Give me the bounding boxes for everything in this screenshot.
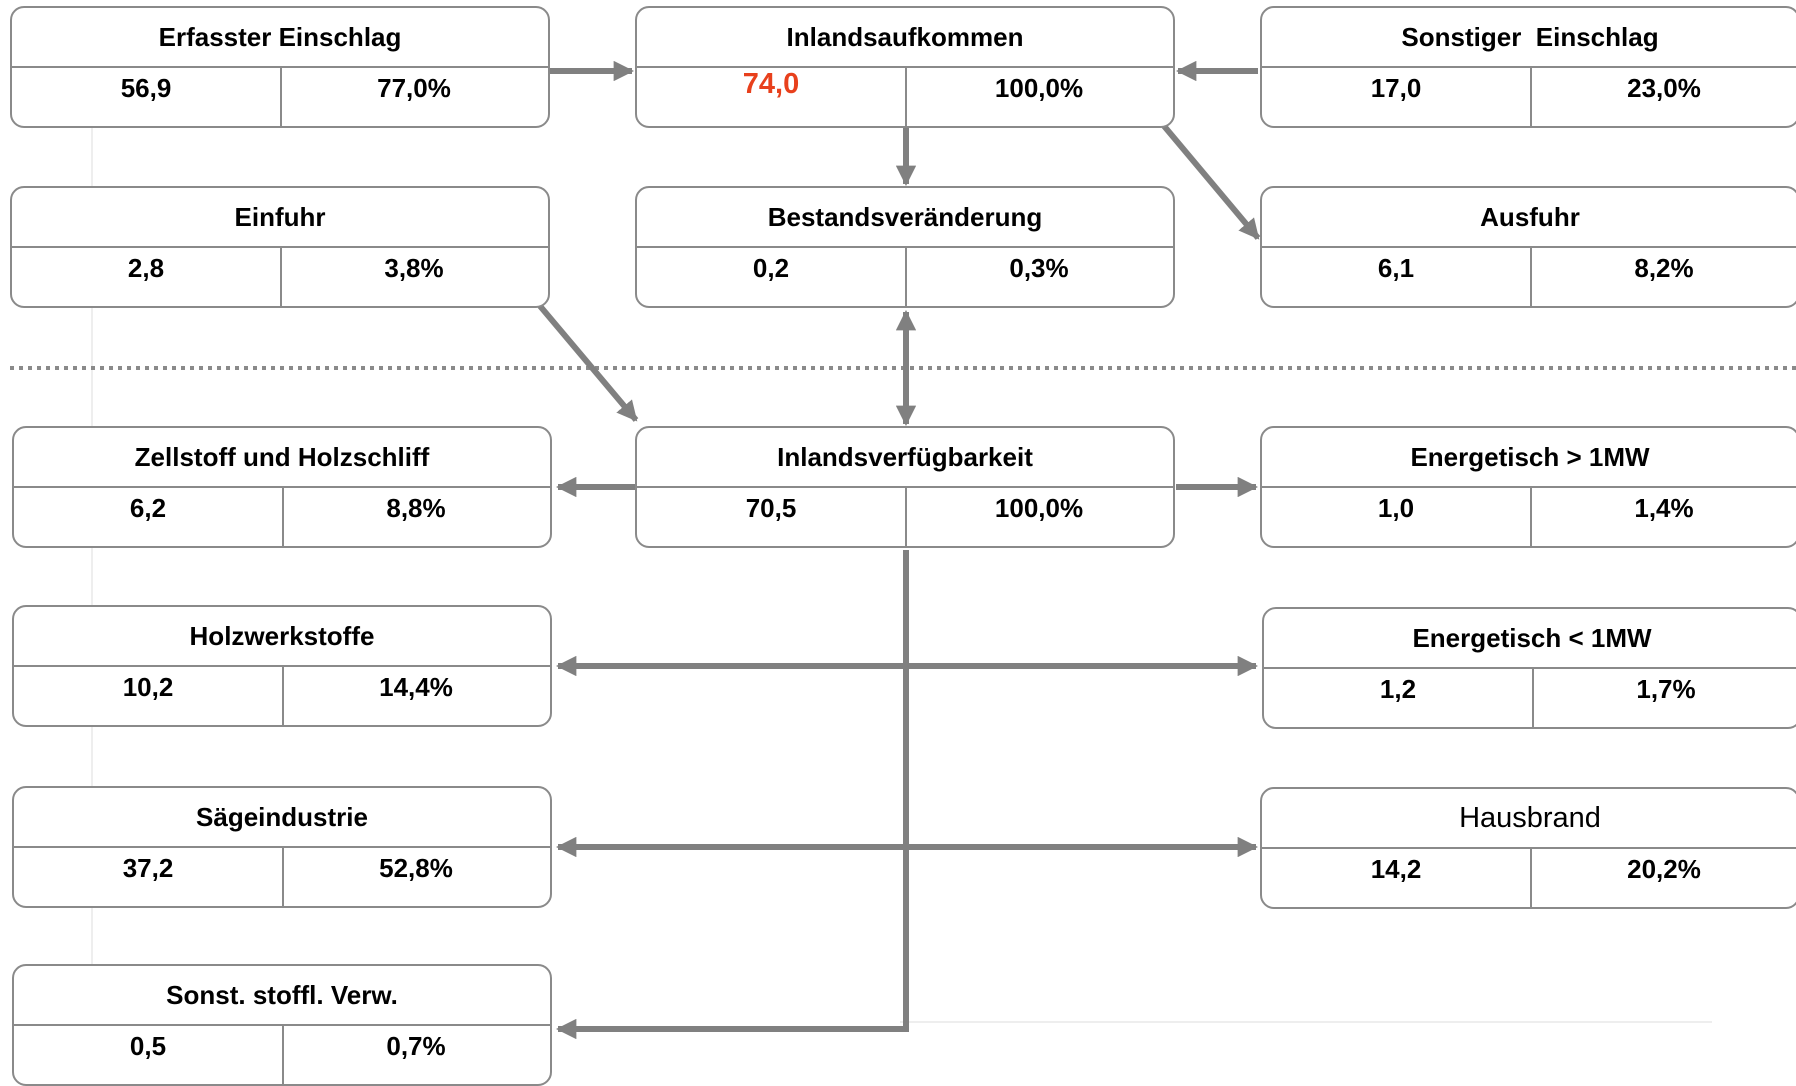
box-title: Bestandsveränderung: [767, 201, 1043, 232]
box-percent: 1,4%: [1634, 492, 1694, 523]
box-value-highlighted: 74,0: [742, 67, 800, 100]
box-percent: 14,4%: [379, 671, 453, 702]
box-value: 2,8: [127, 252, 165, 283]
box-sonst-stoffl-verw: Sonst. stoffl. Verw. 0,5 0,7%: [12, 964, 552, 1086]
box-percent: 0,7%: [386, 1030, 446, 1061]
box-title: Inlandsverfügbarkeit: [777, 441, 1033, 472]
box-holzwerkstoffe: Holzwerkstoffe 10,2 14,4%: [12, 605, 552, 727]
box-hausbrand: Hausbrand 14,2 20,2%: [1260, 787, 1796, 909]
box-percent: 3,8%: [384, 252, 444, 283]
box-percent: 0,3%: [1009, 252, 1069, 283]
box-title: Holzwerkstoffe: [189, 620, 375, 651]
box-title: Hausbrand: [1459, 801, 1601, 834]
box-percent: 100,0%: [994, 72, 1084, 103]
box-value: 0,2: [752, 252, 790, 283]
box-bestandsveraenderung: Bestandsveränderung 0,2 0,3%: [635, 186, 1175, 308]
box-value: 10,2: [122, 671, 174, 702]
box-percent: 100,0%: [994, 492, 1084, 523]
box-energetisch-lt-1mw: Energetisch < 1MW 1,2 1,7%: [1262, 607, 1796, 729]
box-value: 0,5: [129, 1030, 167, 1061]
box-percent: 23,0%: [1627, 72, 1701, 103]
box-title: Zellstoff und Holzschliff: [134, 441, 430, 472]
box-energetisch-gt-1mw: Energetisch > 1MW 1,0 1,4%: [1260, 426, 1796, 548]
box-erfasster-einschlag: Erfasster Einschlag 56,9 77,0%: [10, 6, 550, 128]
box-title: Einfuhr: [234, 201, 326, 232]
box-einfuhr: Einfuhr 2,8 3,8%: [10, 186, 550, 308]
box-title: Sonstiger Einschlag: [1401, 21, 1659, 52]
box-value: 1,0: [1377, 492, 1415, 523]
box-value: 70,5: [745, 492, 797, 523]
box-value: 1,2: [1379, 673, 1417, 704]
box-percent: 8,8%: [386, 492, 446, 523]
box-title: Sägeindustrie: [196, 801, 368, 832]
box-title: Energetisch < 1MW: [1412, 622, 1652, 653]
box-value: 14,2: [1370, 853, 1422, 884]
box-value: 17,0: [1370, 72, 1422, 103]
arrow-inlandsaufkommen-to-ausfuhr: [1161, 124, 1261, 240]
box-saegeindustrie: Sägeindustrie 37,2 52,8%: [12, 786, 552, 908]
box-title: Erfasster Einschlag: [158, 21, 402, 52]
box-inlandsverfuegbarkeit: Inlandsverfügbarkeit 70,5 100,0%: [635, 426, 1175, 548]
box-title: Inlandsaufkommen: [786, 21, 1024, 52]
arrow-einfuhr-to-verfuegbarkeit: [537, 304, 639, 422]
box-value: 56,9: [120, 72, 172, 103]
box-ausfuhr: Ausfuhr 6,1 8,2%: [1260, 186, 1796, 308]
box-value: 6,1: [1377, 252, 1415, 283]
box-percent: 77,0%: [377, 72, 451, 103]
box-sonstiger-einschlag: Sonstiger Einschlag 17,0 23,0%: [1260, 6, 1796, 128]
box-title: Ausfuhr: [1480, 201, 1580, 232]
box-zellstoff-holzschliff: Zellstoff und Holzschliff 6,2 8,8%: [12, 426, 552, 548]
box-percent: 1,7%: [1636, 673, 1696, 704]
box-inlandsaufkommen: Inlandsaufkommen 74,0 100,0%: [635, 6, 1175, 128]
box-title: Energetisch > 1MW: [1410, 441, 1650, 472]
box-percent: 52,8%: [379, 852, 453, 883]
box-value: 6,2: [129, 492, 167, 523]
box-percent: 8,2%: [1634, 252, 1694, 283]
box-percent: 20,2%: [1627, 853, 1701, 884]
box-title: Sonst. stoffl. Verw.: [166, 979, 398, 1010]
box-value: 37,2: [122, 852, 174, 883]
